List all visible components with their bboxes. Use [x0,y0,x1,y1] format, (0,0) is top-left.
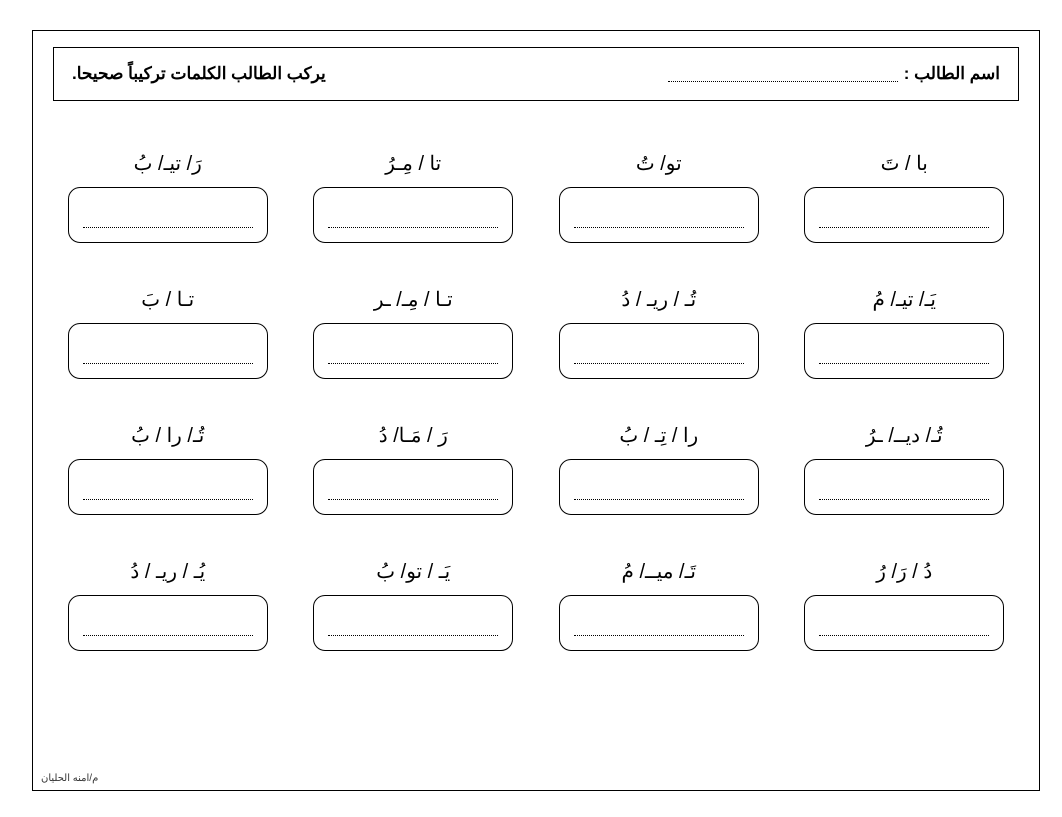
worksheet-cell: تو/ تُ [550,151,768,243]
worksheet-row: تُـ/ ديــ/ ـرُ را / تِـ / بُ رَ / مَـا/ … [59,423,1013,515]
worksheet-row: دُ / رَ/ رُ تَـ/ ميــ/ مُ يَـ / تو/ بُ ي… [59,559,1013,651]
answer-line [574,227,744,228]
name-label: اسم الطالب : [904,64,1000,84]
answer-line [328,363,498,364]
worksheet-row: با / تَ تو/ تُ تا / مِـرُ رَ/ تيـ/ بُ [59,151,1013,243]
prompt-text: تَـ/ ميــ/ مُ [622,559,697,587]
answer-box[interactable] [68,595,268,651]
answer-box[interactable] [68,459,268,515]
worksheet-row: يَـ/ تيـ/ مُ تُـ / ريـ / دُ تـا / مِـ/ ـ… [59,287,1013,379]
answer-line [328,499,498,500]
prompt-text: را / تِـ / بُ [619,423,698,451]
answer-box[interactable] [559,323,759,379]
answer-line [819,363,989,364]
prompt-text: يُـ / ريـ / دُ [130,559,205,587]
answer-line [819,227,989,228]
answer-box[interactable] [313,459,513,515]
answer-box[interactable] [804,323,1004,379]
worksheet-cell: يَـ/ تيـ/ مُ [796,287,1014,379]
answer-line [574,363,744,364]
instruction-text: يركب الطالب الكلمات تركيباً صحيحا. [72,64,326,84]
worksheet-cell: تُـ/ را / بُ [59,423,277,515]
answer-box[interactable] [559,595,759,651]
prompt-text: تـا / بَ [141,287,194,315]
answer-line [328,227,498,228]
prompt-text: تا / مِـرُ [385,151,441,179]
prompt-text: تُـ/ را / بُ [131,423,204,451]
answer-box[interactable] [804,459,1004,515]
prompt-text: تو/ تُ [636,151,682,179]
worksheet-grid: با / تَ تو/ تُ تا / مِـرُ رَ/ تيـ/ بُ يَ… [59,133,1013,770]
name-input-line[interactable] [668,66,898,81]
answer-box[interactable] [68,187,268,243]
worksheet-cell: تُـ/ ديــ/ ـرُ [796,423,1014,515]
answer-line [328,635,498,636]
prompt-text: دُ / رَ/ رُ [876,559,932,587]
prompt-text: يَـ/ تيـ/ مُ [873,287,937,315]
answer-line [83,499,253,500]
prompt-text: تُـ/ ديــ/ ـرُ [866,423,943,451]
worksheet-cell: تـا / بَ [59,287,277,379]
prompt-text: تـا / مِـ/ ـر [374,287,453,315]
worksheet-cell: تـا / مِـ/ ـر [305,287,523,379]
answer-box[interactable] [313,187,513,243]
worksheet-cell: رَ/ تيـ/ بُ [59,151,277,243]
worksheet-cell: دُ / رَ/ رُ [796,559,1014,651]
worksheet-cell: تا / مِـرُ [305,151,523,243]
answer-line [819,499,989,500]
worksheet-cell: تُـ / ريـ / دُ [550,287,768,379]
answer-box[interactable] [804,595,1004,651]
answer-box[interactable] [559,187,759,243]
page-border: اسم الطالب : يركب الطالب الكلمات تركيباً… [32,30,1040,791]
worksheet-cell: رَ / مَـا/ دُ [305,423,523,515]
worksheet-cell: تَـ/ ميــ/ مُ [550,559,768,651]
answer-line [83,363,253,364]
answer-box[interactable] [313,323,513,379]
worksheet-cell: يُـ / ريـ / دُ [59,559,277,651]
answer-box[interactable] [68,323,268,379]
answer-line [83,635,253,636]
worksheet-cell: را / تِـ / بُ [550,423,768,515]
prompt-text: رَ / مَـا/ دُ [379,423,448,451]
answer-box[interactable] [559,459,759,515]
answer-line [574,499,744,500]
prompt-text: يَـ / تو/ بُ [376,559,450,587]
answer-line [83,227,253,228]
prompt-text: تُـ / ريـ / دُ [621,287,696,315]
answer-line [819,635,989,636]
worksheet-cell: يَـ / تو/ بُ [305,559,523,651]
prompt-text: با / تَ [881,151,928,179]
prompt-text: رَ/ تيـ/ بُ [134,151,202,179]
answer-box[interactable] [313,595,513,651]
header-box: اسم الطالب : يركب الطالب الكلمات تركيباً… [53,47,1019,101]
header-name-section: اسم الطالب : [668,64,1000,84]
worksheet-cell: با / تَ [796,151,1014,243]
answer-box[interactable] [804,187,1004,243]
footer-credit: م/امنه الحليان [41,773,98,784]
answer-line [574,635,744,636]
